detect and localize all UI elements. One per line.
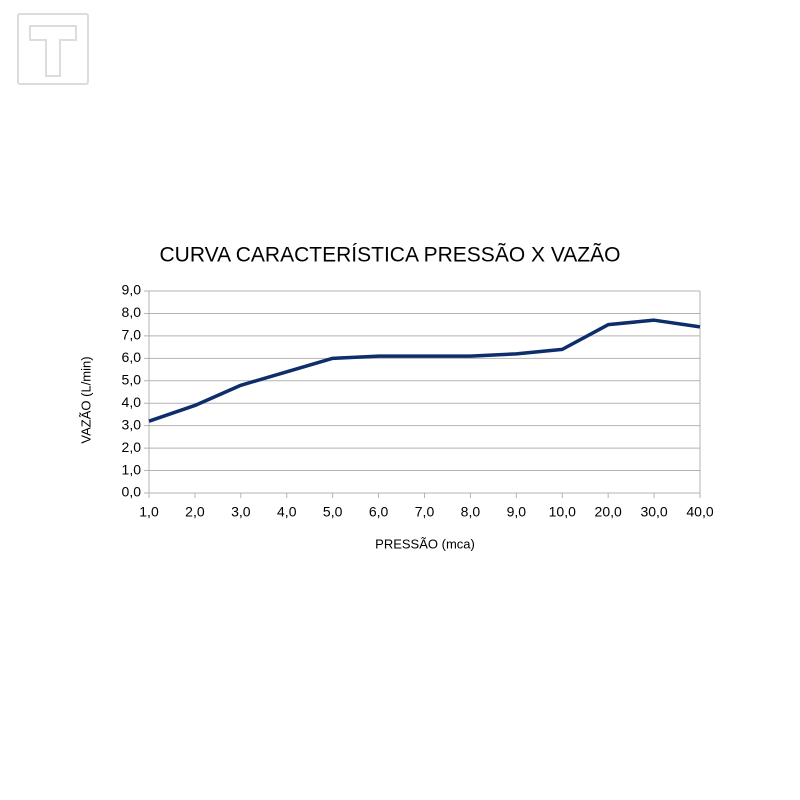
- data-line: [148, 318, 701, 423]
- y-axis-title: VAZÃO (L/min): [78, 356, 93, 443]
- x-tick-label: 4,0: [277, 504, 297, 520]
- y-tick-label: 0,0: [122, 484, 142, 500]
- x-axis-title: PRESSÃO (mca): [375, 536, 475, 551]
- y-tick-label: 6,0: [122, 349, 142, 365]
- x-tick-label: 8,0: [461, 504, 481, 520]
- x-tick-label: 1,0: [139, 504, 159, 520]
- x-tick-label: 6,0: [369, 504, 389, 520]
- x-tick-label: 10,0: [549, 504, 576, 520]
- y-tick-label: 7,0: [122, 327, 142, 343]
- x-tick-label: 40,0: [686, 504, 713, 520]
- y-tick-label: 3,0: [122, 416, 142, 432]
- y-tick-label: 8,0: [122, 304, 142, 320]
- x-tick-label: 3,0: [231, 504, 251, 520]
- y-tick-label: 9,0: [122, 282, 142, 298]
- chart-title: CURVA CARACTERÍSTICA PRESSÃO X VAZÃO: [160, 243, 621, 267]
- x-tick-label: 30,0: [640, 504, 667, 520]
- x-tick-label: 7,0: [415, 504, 435, 520]
- y-tick-label: 2,0: [122, 439, 142, 455]
- logo: [17, 13, 89, 85]
- x-tick-label: 9,0: [507, 504, 527, 520]
- x-tick-label: 5,0: [323, 504, 343, 520]
- y-tick-label: 4,0: [122, 394, 142, 410]
- y-tick-label: 5,0: [122, 371, 142, 387]
- y-tick-label: 1,0: [122, 461, 142, 477]
- x-tick-label: 20,0: [595, 504, 622, 520]
- x-tick-label: 2,0: [185, 504, 205, 520]
